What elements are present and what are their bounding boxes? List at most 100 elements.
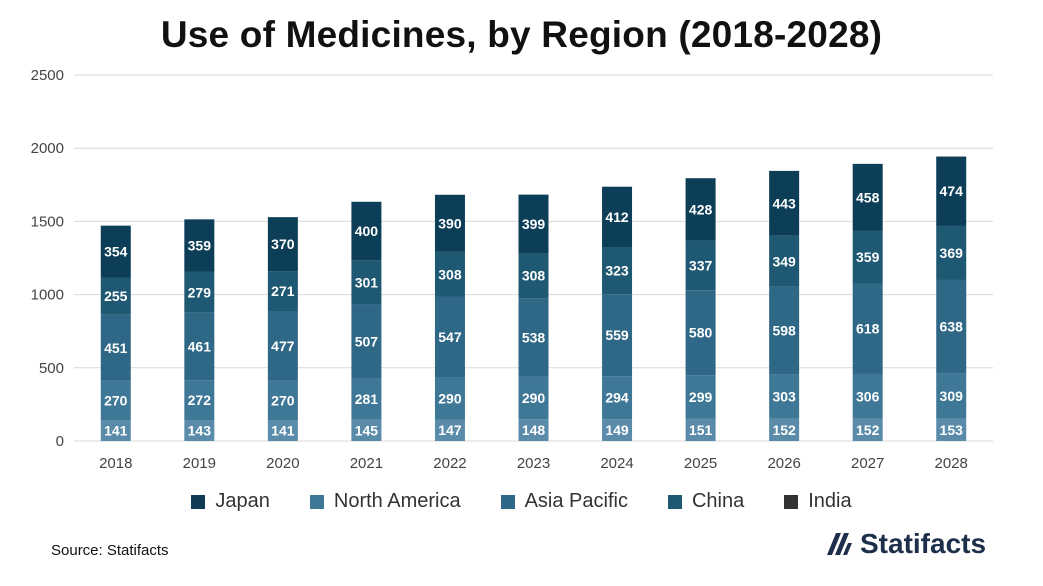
bar-segment-north-america-2018[interactable] xyxy=(100,420,131,441)
bar-segment-india-2022[interactable] xyxy=(434,251,465,297)
bar-segment-japan-2020[interactable] xyxy=(267,217,298,272)
data-label: 451 xyxy=(104,340,128,356)
data-label: 359 xyxy=(856,249,880,265)
y-tick-label: 0 xyxy=(56,433,64,450)
data-label: 151 xyxy=(689,422,713,438)
bar-segment-japan-2025[interactable] xyxy=(685,178,716,241)
data-label: 428 xyxy=(689,202,713,218)
bar-segment-asia-pacific-2025[interactable] xyxy=(685,375,716,419)
data-label: 152 xyxy=(856,422,880,438)
data-label: 559 xyxy=(605,327,629,343)
data-label: 279 xyxy=(188,284,212,300)
legend-swatch-india xyxy=(784,494,799,509)
bar-segment-asia-pacific-2021[interactable] xyxy=(351,378,382,420)
bar-segment-japan-2028[interactable] xyxy=(936,156,967,226)
bar-segment-china-2021[interactable] xyxy=(351,304,382,379)
data-label: 148 xyxy=(522,422,546,438)
data-label: 301 xyxy=(355,274,379,290)
bar-segment-japan-2018[interactable] xyxy=(100,225,131,278)
legend-item-asia-pacific[interactable]: Asia Pacific xyxy=(500,490,628,513)
data-label: 580 xyxy=(689,325,713,341)
bar-segment-asia-pacific-2027[interactable] xyxy=(852,373,883,419)
bar-segment-asia-pacific-2024[interactable] xyxy=(602,376,633,420)
bar-segment-india-2019[interactable] xyxy=(184,271,215,313)
bar-segment-japan-2026[interactable] xyxy=(769,170,800,236)
bar-segment-north-america-2026[interactable] xyxy=(769,418,800,441)
x-tick-label: 2026 xyxy=(767,455,800,472)
data-label: 143 xyxy=(188,423,212,439)
data-label: 443 xyxy=(772,195,796,211)
data-label: 290 xyxy=(522,390,546,406)
bar-segment-japan-2023[interactable] xyxy=(518,194,549,254)
bar-segment-north-america-2027[interactable] xyxy=(852,418,883,441)
bar-segment-india-2024[interactable] xyxy=(602,247,633,295)
data-label: 461 xyxy=(188,338,212,354)
data-label: 152 xyxy=(772,422,796,438)
bar-segment-japan-2024[interactable] xyxy=(602,186,633,248)
bar-segment-india-2028[interactable] xyxy=(936,225,967,280)
bar-segment-japan-2019[interactable] xyxy=(184,219,215,272)
bar-segment-asia-pacific-2019[interactable] xyxy=(184,380,215,421)
bar-segment-asia-pacific-2026[interactable] xyxy=(769,374,800,419)
data-label: 458 xyxy=(856,189,880,205)
bar-segment-india-2023[interactable] xyxy=(518,253,549,299)
bar-segment-asia-pacific-2023[interactable] xyxy=(518,376,549,420)
bar-segment-india-2026[interactable] xyxy=(769,235,800,287)
bar-segment-north-america-2025[interactable] xyxy=(685,418,716,441)
bar-segment-japan-2027[interactable] xyxy=(852,163,883,231)
data-label: 399 xyxy=(522,216,546,232)
bar-segment-north-america-2021[interactable] xyxy=(351,419,382,441)
bar-segment-china-2025[interactable] xyxy=(685,290,716,376)
legend-item-north-america[interactable]: North America xyxy=(309,490,461,513)
data-label: 303 xyxy=(772,389,796,405)
bar-segment-asia-pacific-2028[interactable] xyxy=(936,373,967,419)
x-tick-label: 2027 xyxy=(851,455,884,472)
bar-segment-asia-pacific-2018[interactable] xyxy=(100,380,131,421)
legend-label-china: China xyxy=(691,490,745,512)
bar-segment-north-america-2020[interactable] xyxy=(267,420,298,441)
bar-segment-india-2020[interactable] xyxy=(267,271,298,311)
bar-segment-china-2020[interactable] xyxy=(267,310,298,381)
legend-label-japan: Japan xyxy=(215,490,270,512)
y-tick-label: 500 xyxy=(39,360,64,377)
bar-segment-china-2026[interactable] xyxy=(769,286,800,375)
bar-segment-north-america-2024[interactable] xyxy=(602,419,633,441)
legend-label-north-america: North America xyxy=(333,490,461,512)
data-label: 271 xyxy=(271,283,295,299)
bar-segment-japan-2022[interactable] xyxy=(434,194,465,252)
brand-logo: Statifacts xyxy=(824,528,986,560)
bar-segment-china-2028[interactable] xyxy=(936,279,967,374)
bar-segment-china-2019[interactable] xyxy=(184,312,215,381)
bar-segment-china-2018[interactable] xyxy=(100,314,131,381)
data-label: 598 xyxy=(772,323,796,339)
bar-segment-china-2023[interactable] xyxy=(518,298,549,377)
data-label: 390 xyxy=(438,215,462,231)
bar-segment-japan-2021[interactable] xyxy=(351,201,382,261)
data-label: 349 xyxy=(772,253,796,269)
bar-segment-north-america-2019[interactable] xyxy=(184,420,215,441)
legend-item-india[interactable]: India xyxy=(784,490,852,513)
legend-item-japan[interactable]: Japan xyxy=(191,490,270,513)
bar-segment-north-america-2028[interactable] xyxy=(936,418,967,441)
legend-item-china[interactable]: China xyxy=(667,490,745,513)
bar-segment-asia-pacific-2022[interactable] xyxy=(434,377,465,420)
bar-segment-north-america-2022[interactable] xyxy=(434,419,465,441)
data-label: 270 xyxy=(104,393,128,409)
bar-segment-china-2024[interactable] xyxy=(602,294,633,377)
bar-segment-china-2027[interactable] xyxy=(852,283,883,374)
bar-segment-india-2027[interactable] xyxy=(852,230,883,284)
y-tick-label: 1000 xyxy=(31,287,64,304)
data-label: 412 xyxy=(605,209,629,225)
bar-segment-asia-pacific-2020[interactable] xyxy=(267,380,298,421)
bar-segment-china-2022[interactable] xyxy=(434,296,465,378)
legend-label-india: India xyxy=(808,490,852,512)
data-label: 147 xyxy=(438,422,462,438)
bar-segment-india-2021[interactable] xyxy=(351,260,382,305)
statifacts-logo-icon xyxy=(827,533,852,555)
data-label: 323 xyxy=(605,263,629,279)
chart-legend: Japan North America Asia Pacific China I… xyxy=(0,490,1043,513)
bar-segment-north-america-2023[interactable] xyxy=(518,419,549,441)
bar-segment-india-2018[interactable] xyxy=(100,277,131,315)
bar-segment-india-2025[interactable] xyxy=(685,240,716,291)
